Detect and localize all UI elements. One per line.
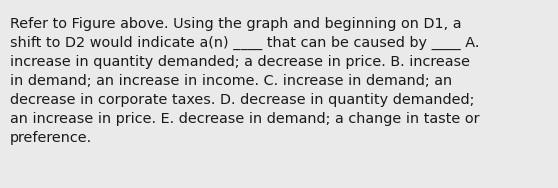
Text: Refer to Figure above. Using the graph and beginning on D1, a
shift to D2 would : Refer to Figure above. Using the graph a… <box>10 17 479 145</box>
